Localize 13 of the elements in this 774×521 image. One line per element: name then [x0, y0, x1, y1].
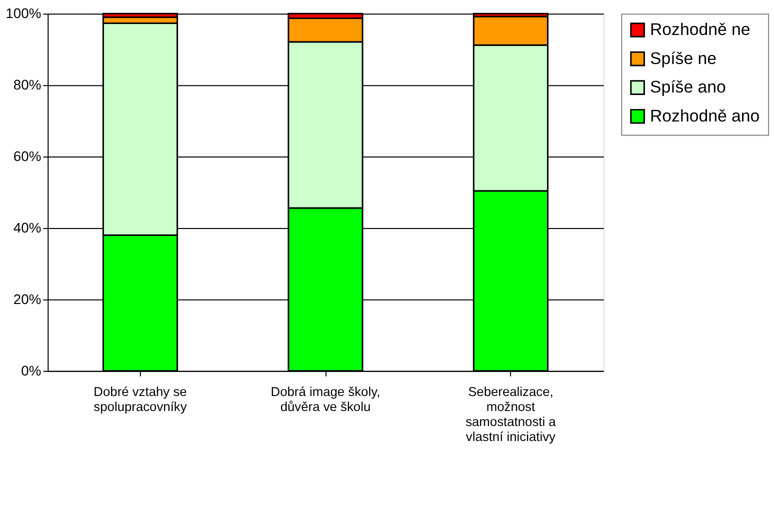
- y-tick-label: 40%: [13, 219, 42, 236]
- legend-label: Rozhodně ano: [650, 106, 760, 126]
- legend-label: Spíše ne: [650, 48, 717, 68]
- y-tick-label: 20%: [13, 290, 42, 307]
- x-tick-label: Dobré vztahy se spolupracovníky: [94, 384, 188, 414]
- y-tick-label: 60%: [13, 148, 42, 164]
- x-tick-label: Seberealizace, možnost samostatnosti a vlastní iniciativy: [466, 384, 557, 444]
- legend-label: Rozhodně ne: [650, 20, 750, 39]
- x-tick-label: Dobrá image školy, důvěra ve školu: [270, 384, 380, 414]
- y-tick-label: 100%: [6, 5, 42, 22]
- y-tick-label: 0%: [21, 362, 42, 378]
- legend-label: Spíše ano: [650, 78, 726, 97]
- y-tick-label: 80%: [13, 76, 42, 93]
